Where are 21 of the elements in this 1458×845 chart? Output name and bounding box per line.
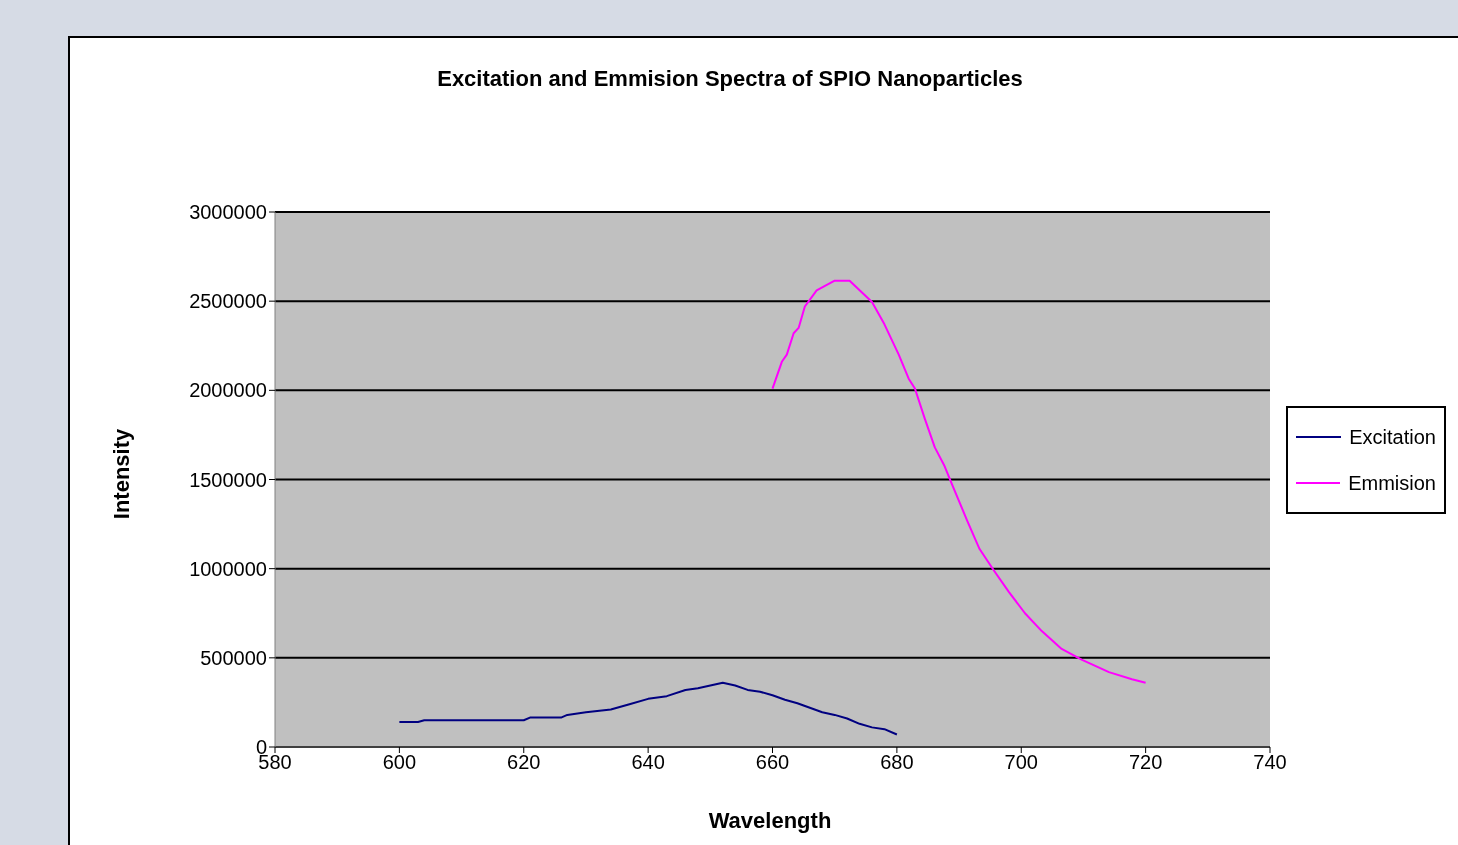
x-tick-label: 620	[507, 751, 541, 774]
y-tick-label: 500000	[200, 646, 267, 669]
y-axis-title: Intensity	[109, 428, 135, 520]
x-tick-label: 700	[1004, 751, 1038, 774]
line-series	[771, 279, 1147, 684]
line-series	[398, 681, 898, 736]
x-axis-title: Wavelength	[707, 808, 833, 834]
y-tick-label: 2500000	[189, 290, 267, 313]
y-tick-label: 1000000	[189, 557, 267, 580]
y-tick-label: 3000000	[189, 201, 267, 224]
x-tick-label: 740	[1253, 751, 1287, 774]
x-tick-label: 640	[631, 751, 665, 774]
x-tick-label: 600	[382, 751, 417, 774]
x-tick-label: 660	[755, 751, 790, 774]
legend-label: Emmision	[1348, 471, 1436, 495]
y-tick-label: 2000000	[189, 379, 267, 402]
chart-title: Excitation and Emmision Spectra of SPIO Nanoparticles	[436, 66, 1024, 92]
legend-label: Excitation	[1349, 425, 1436, 449]
y-tick-label: 1500000	[189, 468, 267, 491]
x-tick-label: 680	[880, 751, 914, 774]
x-tick-label: 720	[1128, 751, 1163, 774]
